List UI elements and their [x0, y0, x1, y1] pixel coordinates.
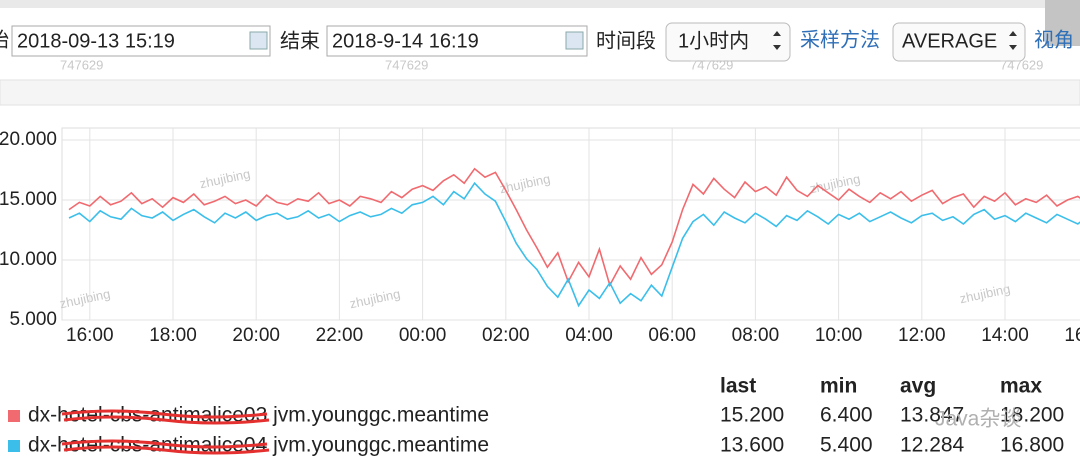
y-tick-label: 5.000 [9, 309, 57, 330]
view-label[interactable]: 视角 [1034, 28, 1074, 51]
y-tick-label: 15.000 [0, 189, 57, 210]
x-tick-label: 14:00 [981, 325, 1029, 346]
watermark: 747629 [1000, 57, 1043, 72]
stat-value: 5.400 [820, 434, 873, 457]
watermark: 747629 [60, 57, 103, 72]
end-input[interactable] [326, 25, 588, 57]
stat-value: 12.284 [900, 434, 965, 457]
axis-labels: 5.000 10.000 15.000 20.000 16:00 18:00 20:00 22… [0, 129, 1080, 346]
stats-header: min [820, 375, 857, 398]
legend-swatch [8, 410, 20, 422]
x-tick-label: 00:00 [399, 325, 447, 346]
start-input[interactable] [11, 25, 271, 57]
x-tick-label: 02:00 [482, 325, 530, 346]
legend-swatch [8, 440, 20, 452]
wechat-watermark: Java杂谈 [935, 408, 1021, 431]
stat-value: 13.847 [900, 404, 964, 427]
stat-value: 6.400 [820, 404, 873, 427]
calendar-icon[interactable] [565, 31, 584, 50]
series-lines [68, 167, 1080, 308]
redaction-scribble [61, 409, 270, 425]
plot-area [61, 127, 1080, 321]
sampling-select[interactable] [892, 22, 1026, 62]
stat-value: 15.200 [720, 404, 784, 427]
sampling-label[interactable]: 采样方法 [800, 28, 880, 51]
calendar-icon[interactable] [249, 31, 268, 50]
x-tick-label: 22:00 [316, 325, 364, 346]
separator-band [0, 79, 1080, 106]
select-arrows [1009, 31, 1017, 50]
period-select[interactable] [665, 22, 791, 62]
x-tick-label: 12:00 [898, 325, 946, 346]
series-line [68, 181, 1080, 308]
end-label: 结束 [280, 29, 320, 52]
stats-header: max [1000, 375, 1042, 398]
y-tick-label: 10.000 [0, 249, 57, 270]
top-nav-edge [0, 0, 1080, 8]
x-tick-label: 18:00 [149, 325, 197, 346]
start-value: 2018-09-13 15:19 [17, 30, 175, 52]
x-tick-label: 16:00 [1064, 325, 1080, 346]
x-tick-label: 04:00 [565, 325, 613, 346]
close-button[interactable] [1045, 0, 1080, 46]
x-tick-label: 08:00 [732, 325, 780, 346]
redaction-scribble [61, 439, 270, 455]
x-tick-label: 06:00 [648, 325, 696, 346]
x-tick-label: 10:00 [815, 325, 863, 346]
x-tick-label: 16:00 [66, 325, 114, 346]
end-value: 2018-9-14 16:19 [332, 30, 479, 52]
series-line [68, 167, 1080, 288]
sampling-value: AVERAGE [902, 30, 997, 52]
x-tick-label: 20:00 [232, 325, 280, 346]
stats-header: avg [900, 375, 936, 398]
stat-value: 13.600 [720, 434, 784, 457]
stat-value: 18.200 [1000, 404, 1064, 427]
period-label: 时间段 [596, 29, 656, 52]
select-arrows [773, 31, 781, 50]
watermark: 747629 [385, 57, 428, 72]
watermark: 747629 [690, 57, 733, 72]
period-value: 1小时内 [678, 29, 749, 52]
stats-header: last [720, 375, 756, 398]
y-tick-label: 20.000 [0, 129, 57, 150]
stat-value: 16.800 [1000, 434, 1064, 457]
start-label: 开始 [0, 28, 9, 51]
